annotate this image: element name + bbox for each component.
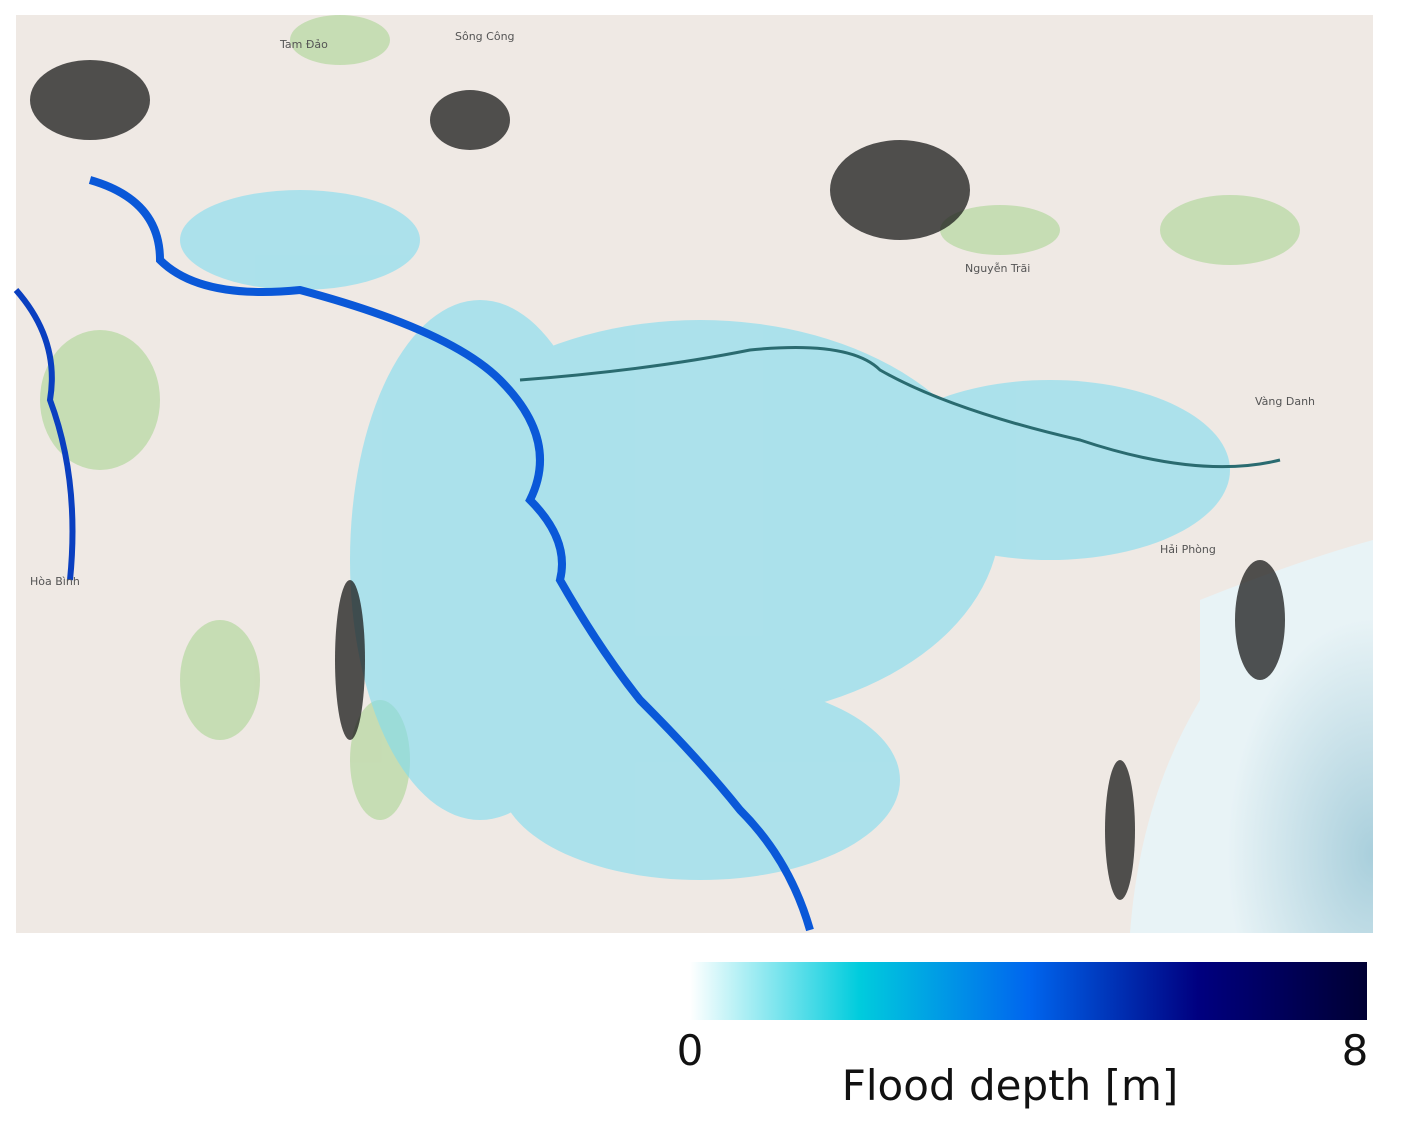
place-label: Sông Công [455,30,515,43]
colorbar-title: Flood depth [m] [842,1061,1179,1110]
urban-area [30,60,1285,900]
colorbar-min: 0 [677,1026,704,1075]
place-label: Tam Đảo [279,38,328,51]
place-label: Nguyễn Trãi [965,262,1030,275]
colorbar-max: 8 [1342,1026,1369,1075]
legend: 0 8 Flood depth [m] [677,962,1369,1110]
river [88,176,814,932]
river [13,288,76,581]
river [519,346,1281,469]
place-label: Vàng Danh [1255,395,1315,408]
map: Sông Công Nguyễn Trãi Vàng Danh Hải Phòn… [13,15,1373,933]
place-label: Hải Phòng [1160,543,1216,556]
flood-area [180,190,1230,880]
colorbar [690,962,1367,1020]
place-label: Hòa Bình [30,575,80,588]
sea [1130,540,1373,933]
